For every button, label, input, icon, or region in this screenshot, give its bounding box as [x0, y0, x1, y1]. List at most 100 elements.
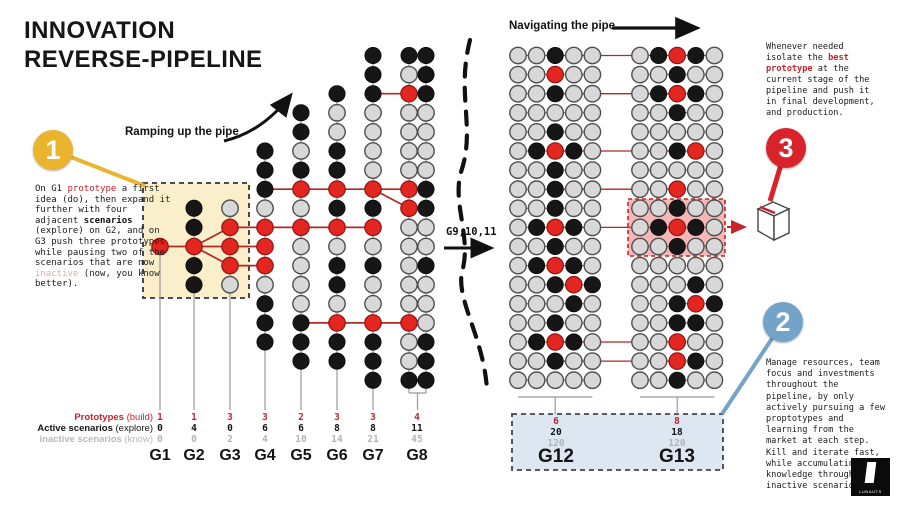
- prototype-dot: [400, 84, 418, 103]
- bracket-G12: [518, 396, 593, 414]
- ramping-up-label: Ramping up the pipe: [125, 126, 239, 138]
- scenario-dot-inactive: [527, 122, 546, 141]
- prototype-dot: [151, 237, 169, 256]
- scenario-dot-inactive: [631, 103, 649, 122]
- scenario-dot-inactive: [649, 122, 668, 141]
- scenario-dot-active: [256, 161, 274, 179]
- page-title: INNOVATION REVERSE-PIPELINE: [24, 16, 262, 75]
- scenario-dot-inactive: [705, 46, 724, 65]
- step-three-description: Whenever needed isolate the best prototy…: [766, 42, 882, 119]
- scenario-dot-active: [650, 46, 668, 64]
- scenario-dot-inactive: [705, 333, 724, 351]
- scenario-dot-active: [668, 295, 686, 313]
- scenario-dot-active: [546, 238, 564, 256]
- scenario-dot-inactive: [631, 218, 649, 237]
- scenario-dot-inactive: [583, 84, 602, 103]
- scenario-dot-inactive: [509, 275, 527, 294]
- scenario-dot-inactive: [583, 333, 602, 351]
- pipeline-gap-separator: [456, 37, 490, 393]
- bracket-G13: [640, 396, 715, 414]
- prototype-dot: [221, 218, 239, 237]
- scenario-dot-inactive: [221, 275, 239, 294]
- scenario-dot-inactive: [400, 294, 418, 313]
- prototype-dot: [400, 199, 418, 218]
- scenario-dot-active: [650, 218, 668, 236]
- scenario-dot-inactive: [417, 275, 435, 294]
- scenario-dot-inactive: [583, 294, 602, 313]
- scenario-dot-active: [687, 85, 705, 103]
- scenario-dot-inactive: [509, 237, 527, 256]
- scenario-dot-inactive: [292, 142, 310, 160]
- scenario-dot-inactive: [328, 294, 346, 313]
- scenario-dot-inactive: [631, 256, 649, 275]
- scenario-dot-inactive: [328, 122, 346, 141]
- scenario-dot-inactive: [649, 352, 668, 370]
- scenario-dot-active: [292, 161, 310, 179]
- scenario-dot-inactive: [400, 103, 418, 122]
- scenario-dot-active: [565, 142, 583, 160]
- prototype-dot: [221, 237, 239, 256]
- scenario-dot-active: [546, 161, 564, 179]
- scenario-dot-active: [364, 199, 382, 217]
- scenario-dot-inactive: [527, 46, 546, 65]
- scenario-dot-active: [417, 85, 435, 103]
- scenario-dot-active: [400, 46, 418, 64]
- scenario-dot-active: [546, 276, 564, 294]
- scenario-dot-inactive: [527, 352, 546, 370]
- scenario-dot-active: [400, 371, 418, 389]
- scenario-dot-inactive: [509, 352, 527, 370]
- prototype-dot: [546, 218, 564, 237]
- scenario-dot-active: [364, 85, 382, 103]
- prototype-dot: [185, 237, 203, 256]
- scenario-dot-inactive: [631, 352, 649, 370]
- scenario-dot-inactive: [686, 103, 705, 122]
- scenario-dot-active: [668, 104, 686, 122]
- scenario-dot-inactive: [649, 199, 668, 218]
- prototype-dot: [546, 333, 564, 351]
- scenario-dot-active: [328, 333, 346, 351]
- scenario-dot-inactive: [417, 218, 435, 237]
- scenario-dot-inactive: [583, 218, 602, 237]
- scenario-dot-active: [668, 238, 686, 256]
- scenario-dot-active: [292, 123, 310, 141]
- logo-i-mark: [864, 462, 877, 483]
- text-segment: at the current stage of the pipeline and…: [766, 64, 875, 118]
- scenario-dot-active: [328, 142, 346, 160]
- scenario-dot-inactive: [583, 103, 602, 122]
- scenario-dot-inactive: [509, 256, 527, 275]
- scenario-dot-inactive: [631, 46, 649, 65]
- scenario-dot-active: [668, 314, 686, 332]
- scenario-dot-inactive: [705, 237, 724, 256]
- scenario-dot-inactive: [400, 218, 418, 237]
- scenario-dot-active: [328, 199, 346, 217]
- scenario-dot-inactive: [400, 142, 418, 160]
- scenario-dot-active: [364, 333, 382, 351]
- scenario-dot-inactive: [509, 65, 527, 84]
- scenario-dot-inactive: [631, 333, 649, 351]
- scenario-dot-active: [417, 257, 435, 275]
- scenario-dot-inactive: [631, 161, 649, 180]
- scenario-dot-inactive: [292, 199, 310, 218]
- legend-prototypes: Prototypes (build): [74, 412, 153, 423]
- scenario-dot-inactive: [649, 333, 668, 351]
- step-two-description: Manage resources, team focus and investm…: [766, 358, 886, 492]
- scenario-dot-inactive: [292, 256, 310, 275]
- scenario-dot-active: [528, 333, 546, 351]
- scenario-dot-inactive: [509, 46, 527, 65]
- scenario-dot-inactive: [509, 333, 527, 351]
- prototype-dot: [328, 314, 346, 332]
- scenario-dot-inactive: [417, 294, 435, 313]
- gap-generations-label: G9,10,11: [446, 226, 497, 238]
- scenario-dot-active: [668, 142, 686, 160]
- scenario-dot-inactive: [400, 275, 418, 294]
- scenario-dot-inactive: [509, 142, 527, 160]
- scenario-dot-inactive: [292, 275, 310, 294]
- scenario-dot-inactive: [509, 180, 527, 199]
- scenario-dot-inactive: [256, 275, 274, 294]
- scenario-dot-active: [185, 218, 203, 236]
- prototype-dot: [256, 256, 274, 275]
- scenario-dot-inactive: [649, 65, 668, 84]
- scenario-dot-inactive: [705, 352, 724, 370]
- prototype-dot: [400, 314, 418, 332]
